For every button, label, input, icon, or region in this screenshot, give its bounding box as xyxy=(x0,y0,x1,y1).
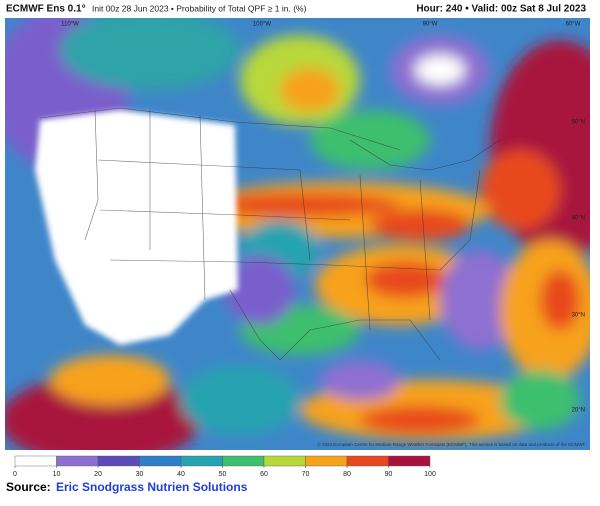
borders xyxy=(39,107,501,361)
colorbar-tick-label: 90 xyxy=(385,471,393,478)
colorbar-bin xyxy=(97,455,140,467)
colorbar-tick-label: 100 xyxy=(424,471,436,478)
longitude-label: 100°W xyxy=(253,22,271,28)
copyright: © 2023 European Centre for Medium-Range … xyxy=(317,441,586,447)
valid-info: Hour: 240 • Valid: 00z Sat 8 Jul 2023 xyxy=(416,4,586,15)
colorbar-tick-label: 40 xyxy=(177,471,185,478)
colorbar-tick-label: 50 xyxy=(219,471,227,478)
colorbar-bin xyxy=(139,455,182,467)
colorbar-tick-label: 30 xyxy=(136,471,144,478)
source-author: Eric Snodgrass Nutrien Solutions xyxy=(56,480,248,494)
longitude-label: 60°W xyxy=(566,22,581,28)
precip-field xyxy=(5,18,590,450)
dry-west xyxy=(35,110,238,345)
map xyxy=(5,18,590,450)
colorbar-bin xyxy=(388,455,431,467)
latitude-labels: 50°N 40°N 30°N 20°N xyxy=(572,120,585,414)
colorbar-bin xyxy=(56,455,99,467)
colorbar-bin xyxy=(263,455,306,467)
colorbar-tick-label: 70 xyxy=(302,471,310,478)
colorbar-bin xyxy=(346,455,389,467)
colorbar-tick-label: 80 xyxy=(343,471,351,478)
longitude-label: 110°W xyxy=(61,22,79,28)
source-label: Source: xyxy=(6,480,51,494)
latitude-label: 30°N xyxy=(572,313,585,319)
colorbar: 0 10 20 30 40 50 60 70 80 90 100 xyxy=(13,455,436,478)
latitude-label: 50°N xyxy=(572,120,585,126)
colorbar-tick-label: 20 xyxy=(94,471,102,478)
colorbar-bin xyxy=(180,455,223,467)
colorbar-tick-label: 0 xyxy=(13,471,17,478)
colorbar-bin xyxy=(14,455,57,467)
latitude-label: 40°N xyxy=(572,216,585,222)
longitude-labels: 110°W 100°W 90°W 60°W xyxy=(61,22,581,28)
longitude-label: 90°W xyxy=(423,22,438,28)
colorbar-bin xyxy=(222,455,265,467)
init-info: Init 00z 28 Jun 2023 • Probability of To… xyxy=(92,3,307,13)
model-name: ECMWF Ens 0.1° xyxy=(6,4,86,15)
colorbar-bin xyxy=(305,455,348,467)
colorbar-tick-label: 10 xyxy=(53,471,61,478)
colorbar-tick-label: 60 xyxy=(260,471,268,478)
latitude-label: 20°N xyxy=(572,408,585,414)
